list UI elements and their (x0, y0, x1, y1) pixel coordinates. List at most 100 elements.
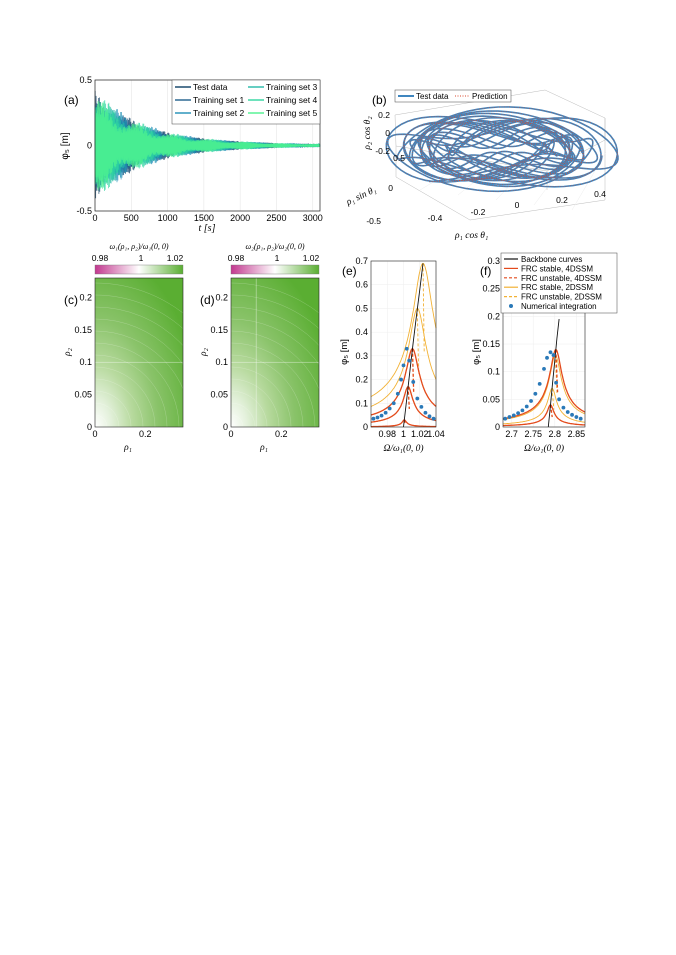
box-edge (395, 176, 471, 221)
y-tick-label: 0.3 (355, 351, 368, 361)
x-tick-label: 2.7 (505, 429, 518, 439)
y-tick-label: 0 (495, 422, 500, 432)
x-tick-label: 1.04 (427, 429, 445, 439)
box-edge (469, 199, 606, 221)
contour-line (94, 414, 108, 428)
heatmap-field (231, 278, 319, 427)
contour-line (94, 306, 216, 428)
y-tick-label: 0 (388, 183, 393, 193)
x-tick-label: 0 (92, 213, 97, 223)
legend-entry: Backbone curves (521, 255, 582, 264)
y-tick-label: 0.05 (210, 390, 228, 400)
numerical-point (431, 416, 436, 421)
numerical-point (554, 380, 558, 385)
numerical-point (507, 415, 512, 419)
x-tick-label: 0 (92, 429, 97, 439)
y-tick-label: 0.1 (487, 367, 500, 377)
colorbar-tick: 0.98 (92, 253, 109, 263)
legend-entry: Test data (193, 82, 228, 92)
y-tick-label: 0.05 (482, 394, 500, 404)
legend-box (394, 89, 512, 103)
y-tick-label: 0.15 (210, 325, 228, 335)
y-tick-label: 0.5 (393, 153, 405, 163)
x-tick-label: 0.2 (139, 429, 152, 439)
y-axis-label: φ₅ [m] (471, 339, 482, 365)
numerical-point (404, 346, 409, 351)
x-tick-label: 1 (401, 429, 406, 439)
x-tick-label: 1000 (158, 213, 178, 223)
numerical-point (520, 408, 525, 413)
legend-entry: Numerical integration (521, 302, 597, 311)
legend-entry: Training set 3 (266, 82, 317, 92)
x-tick-label: 2500 (266, 213, 286, 223)
contour-line (230, 414, 244, 428)
colorbar-tick: 0.98 (228, 253, 245, 263)
axes-frame (230, 277, 320, 428)
legend-entry: FRC unstable, 2DSSM (521, 293, 602, 302)
numerical-point (561, 405, 566, 410)
x-tick-label: 2.75 (524, 429, 542, 439)
y-tick-label: 0.1 (215, 357, 228, 367)
numerical-point (375, 415, 380, 420)
x-tick-label: 1.02 (411, 429, 429, 439)
x-tick-label: 0.2 (275, 429, 288, 439)
panel-f-label: (f) (480, 264, 491, 278)
z-tick-label: 0.2 (378, 110, 390, 120)
frc-curve-unstable (416, 308, 420, 374)
y-tick-label: 0.15 (74, 325, 92, 335)
colorbar-tick: 1 (139, 253, 144, 263)
y-axis-label: ρ₂ (63, 347, 73, 357)
contour-line (94, 390, 132, 428)
contour-line (94, 294, 228, 428)
y-tick-label: 0.4 (355, 327, 368, 337)
numerical-point (395, 391, 400, 396)
legend-box (500, 252, 618, 314)
colorbar-label: ω₂(ρ₁, ρ₂)/ω₂(0, 0) (246, 242, 305, 251)
contour-line (94, 330, 192, 428)
colorbar-tick: 1.02 (167, 253, 184, 263)
frc-curve-unstable (407, 386, 410, 409)
numerical-point (391, 401, 396, 406)
contour-line (230, 402, 256, 428)
frc-curve-stable (502, 354, 586, 420)
y-tick-label: 0.05 (74, 390, 92, 400)
frc-curve-unstable (555, 349, 559, 393)
legend-swatch (509, 304, 513, 308)
colorbar-label: ω₁(ρ₁, ρ₂)/ω₁(0, 0) (110, 242, 169, 251)
y-tick-label: 0 (87, 422, 92, 432)
x-tick-label: 0 (228, 429, 233, 439)
contour-line (230, 330, 328, 428)
x-tick-label: -0.4 (428, 213, 443, 223)
axes-frame (370, 260, 437, 428)
y-tick-label: 0.2 (215, 292, 228, 302)
heatmap-field (95, 278, 183, 427)
numerical-point (578, 416, 583, 421)
numerical-point (371, 416, 376, 421)
panel-b: (b)-0.4-0.20 0.20.4-0.500.5-0.200.2ρ₁ sin… (344, 89, 619, 241)
y-tick-label: 0.3 (487, 256, 500, 266)
numerical-point (423, 410, 428, 415)
x-tick-label: 2.85 (568, 429, 586, 439)
panel-d: (d) ω₂(ρ₁, ρ₂)/ω₂(0, 0)0.98 1 1.02 0 0.2 0 0.05… (199, 242, 376, 453)
frc-curve-stable (370, 347, 437, 416)
panel-f: (f) 2.7 2.75 2.8 2.85 0 0.05 0.1 0.15 0.2 0.25 0.3 Ω… (471, 252, 618, 454)
y-tick-label: -0.5 (76, 206, 92, 216)
legend: Test data Prediction (394, 89, 512, 103)
box-edge (394, 89, 546, 116)
legend-entry: Training set 1 (193, 95, 244, 105)
y-tick-label: 0 (363, 422, 368, 432)
numerical-point (548, 350, 553, 355)
numerical-point (383, 410, 388, 415)
frc-curve-stable (503, 404, 586, 427)
z-tick-label: 0 (385, 128, 390, 138)
numerical-point (529, 399, 533, 403)
x-axis-label: ρ₁ cos θ₁ (454, 231, 488, 241)
numerical-point (503, 416, 508, 421)
contour-line (94, 342, 180, 428)
contour-line (94, 354, 168, 428)
y-tick-label: 0.2 (355, 375, 368, 385)
colorbar-tick: 1 (275, 253, 280, 263)
y-tick-label: 0 (87, 141, 92, 151)
x-axis-label: ρ₁ (123, 443, 132, 453)
